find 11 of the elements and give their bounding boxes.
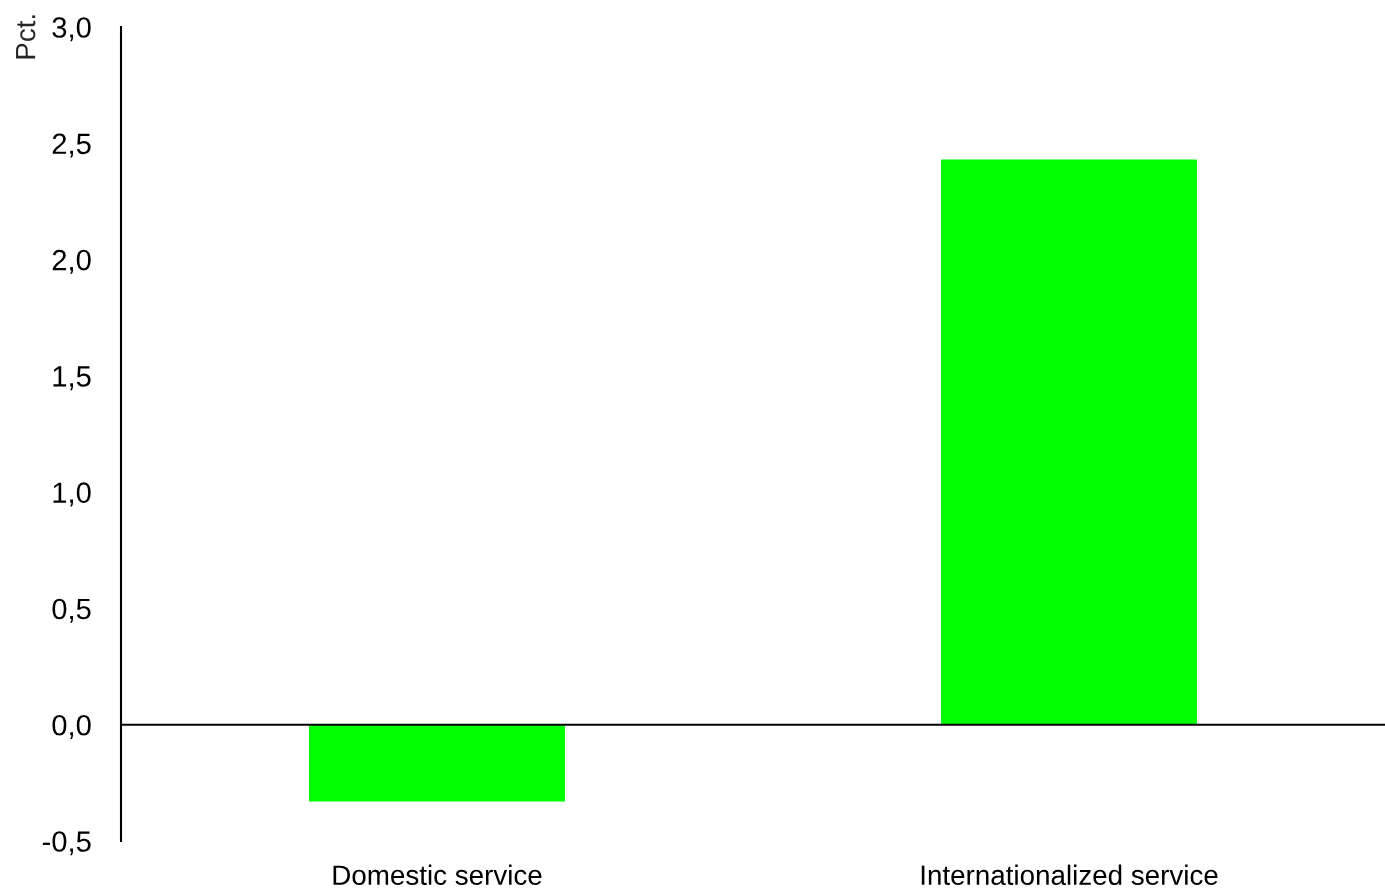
y-tick-label: 2,5	[52, 133, 91, 158]
y-tick-label: 1,0	[53, 482, 91, 507]
x-tick-label: Internationalized service	[921, 864, 1218, 886]
y-tick-label: 0,5	[52, 598, 91, 623]
y-tick-label: 2,0	[52, 249, 91, 274]
y-tick-label: 0,0	[52, 714, 91, 740]
x-tick-label: Domestic service	[333, 864, 542, 886]
y-tick-label: 3,0	[52, 17, 91, 42]
y-tick-label: -0,5	[42, 831, 91, 856]
y-axis-title: Pct.	[16, 15, 36, 59]
y-tick-label: 1,5	[53, 366, 91, 391]
